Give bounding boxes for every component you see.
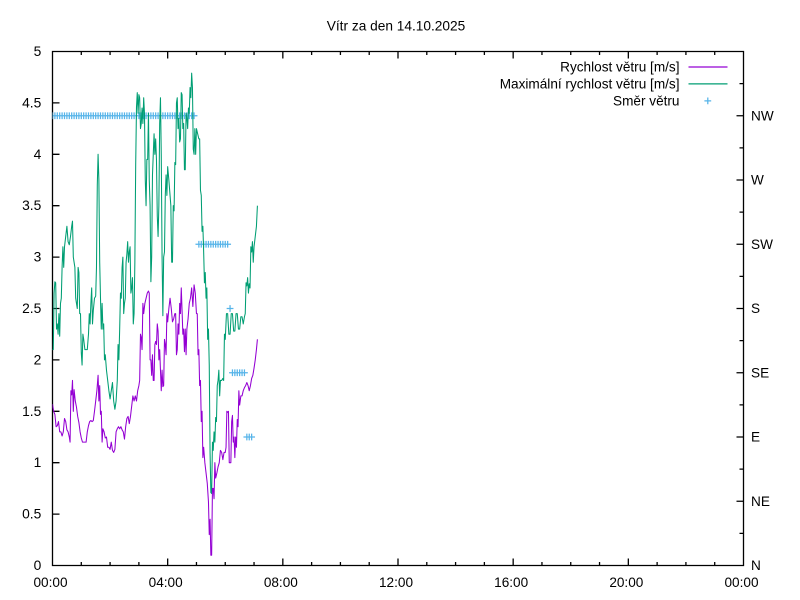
svg-text:N: N [751, 558, 761, 573]
svg-text:1.5: 1.5 [22, 404, 42, 419]
svg-text:W: W [751, 173, 764, 188]
svg-text:NE: NE [751, 494, 770, 509]
svg-text:SE: SE [751, 365, 769, 380]
svg-text:1: 1 [34, 455, 42, 470]
svg-text:2.5: 2.5 [22, 301, 42, 316]
svg-text:0: 0 [34, 558, 42, 573]
svg-text:08:00: 08:00 [264, 575, 298, 590]
svg-text:E: E [751, 430, 760, 445]
svg-text:SW: SW [751, 237, 773, 252]
svg-text:Rychlost větru [m/s]: Rychlost větru [m/s] [560, 60, 679, 75]
svg-text:3: 3 [34, 250, 42, 265]
svg-text:16:00: 16:00 [494, 575, 528, 590]
svg-text:Maximální rychlost větru [m/s]: Maximální rychlost větru [m/s] [500, 76, 680, 91]
svg-text:3.5: 3.5 [22, 198, 42, 213]
svg-text:00:00: 00:00 [33, 575, 67, 590]
svg-text:0.5: 0.5 [22, 507, 42, 522]
svg-text:04:00: 04:00 [149, 575, 183, 590]
svg-text:12:00: 12:00 [379, 575, 413, 590]
svg-text:NW: NW [751, 108, 774, 123]
svg-text:2: 2 [34, 352, 42, 367]
svg-text:00:00: 00:00 [724, 575, 758, 590]
svg-text:Směr větru: Směr větru [613, 93, 679, 108]
svg-text:4.5: 4.5 [22, 95, 42, 110]
svg-text:4: 4 [34, 147, 42, 162]
svg-text:Vítr za den 14.10.2025: Vítr za den 14.10.2025 [327, 19, 466, 34]
svg-text:20:00: 20:00 [609, 575, 643, 590]
svg-text:5: 5 [34, 44, 42, 59]
svg-text:S: S [751, 301, 760, 316]
